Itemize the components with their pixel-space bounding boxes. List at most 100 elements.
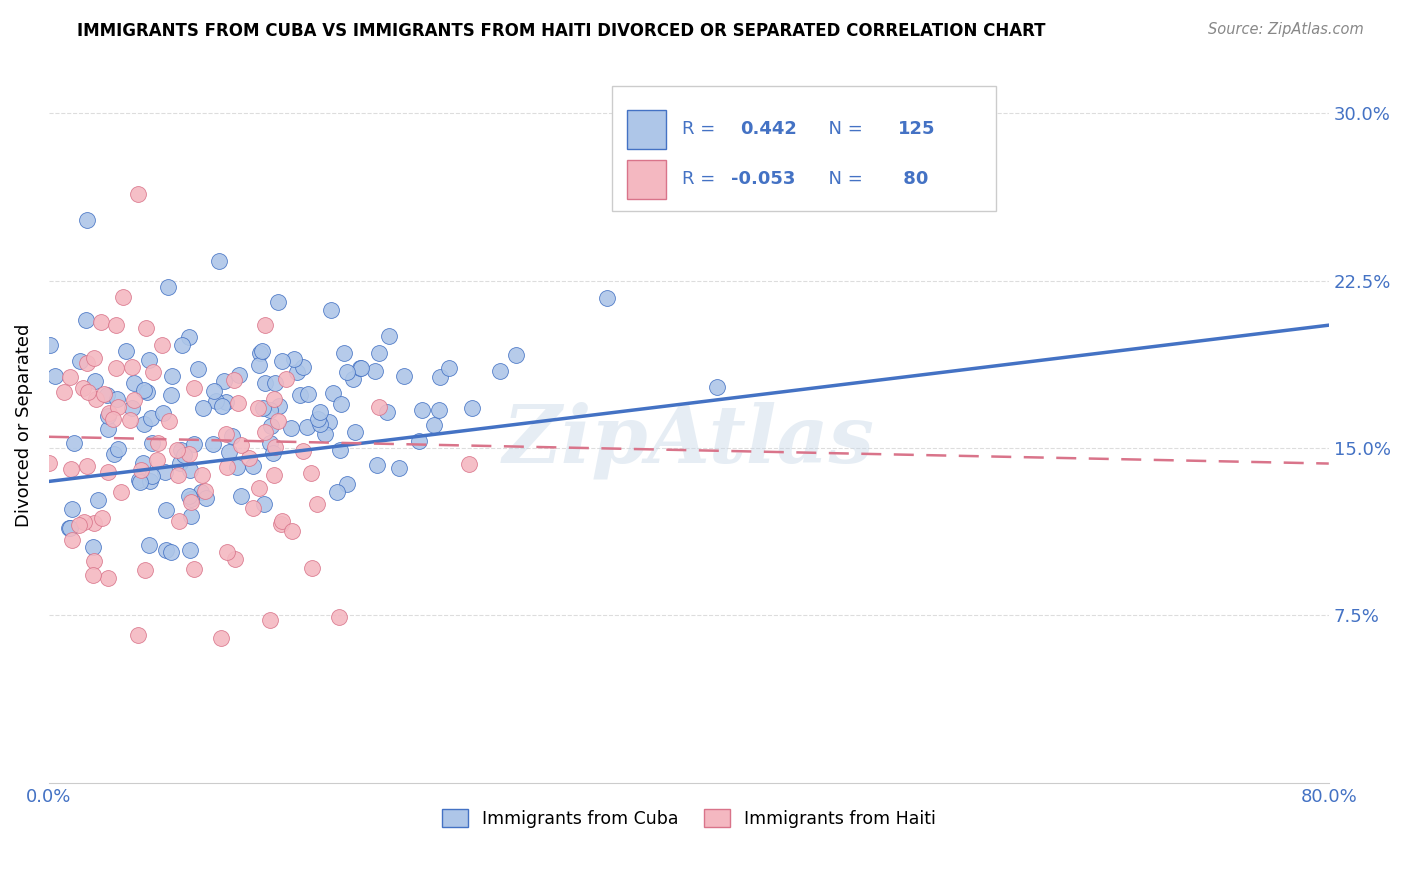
Text: N =: N =	[817, 170, 869, 188]
Point	[152, 406, 174, 420]
Point	[305, 497, 328, 511]
Point	[134, 563, 156, 577]
Point	[368, 346, 391, 360]
Point	[249, 346, 271, 360]
Point	[155, 503, 177, 517]
Point	[505, 348, 527, 362]
Point	[215, 426, 238, 441]
Point	[330, 397, 353, 411]
Point	[183, 381, 205, 395]
Point	[217, 460, 239, 475]
Point	[283, 351, 305, 366]
Point	[96, 388, 118, 402]
Point	[59, 462, 82, 476]
Point	[229, 489, 252, 503]
Point	[291, 443, 314, 458]
Point	[295, 420, 318, 434]
Point	[350, 360, 373, 375]
Point	[247, 359, 270, 373]
Point	[437, 361, 460, 376]
Point	[128, 473, 150, 487]
Point	[121, 360, 143, 375]
Point	[215, 545, 238, 559]
Point	[280, 421, 302, 435]
Point	[157, 414, 180, 428]
Point	[82, 568, 104, 582]
Point	[215, 395, 238, 409]
Point	[194, 491, 217, 505]
Point	[179, 463, 201, 477]
Point	[180, 494, 202, 508]
Point	[363, 364, 385, 378]
Text: 80: 80	[897, 170, 929, 188]
Point	[270, 517, 292, 532]
Point	[183, 437, 205, 451]
Point	[77, 384, 100, 399]
Point	[368, 400, 391, 414]
Point	[375, 404, 398, 418]
Point	[314, 426, 336, 441]
Point	[127, 187, 149, 202]
Point	[307, 412, 329, 426]
Point	[319, 302, 342, 317]
Point	[170, 443, 193, 458]
Point	[83, 554, 105, 568]
Point	[76, 212, 98, 227]
Point	[153, 465, 176, 479]
Point	[253, 376, 276, 391]
Point	[706, 380, 728, 394]
Point	[72, 381, 94, 395]
Point	[287, 366, 309, 380]
Point	[148, 436, 170, 450]
Point	[105, 318, 128, 332]
Text: IMMIGRANTS FROM CUBA VS IMMIGRANTS FROM HAITI DIVORCED OR SEPARATED CORRELATION : IMMIGRANTS FROM CUBA VS IMMIGRANTS FROM …	[77, 22, 1046, 40]
Point	[388, 461, 411, 475]
Point	[250, 343, 273, 358]
Point	[107, 442, 129, 457]
Point	[299, 466, 322, 480]
Text: 0.442: 0.442	[740, 120, 797, 138]
Point	[202, 437, 225, 451]
Point	[76, 459, 98, 474]
Point	[166, 442, 188, 457]
Point	[90, 511, 112, 525]
Point	[458, 457, 481, 471]
FancyBboxPatch shape	[627, 110, 666, 149]
Point	[259, 613, 281, 627]
Point	[173, 448, 195, 462]
Point	[225, 459, 247, 474]
Point	[160, 545, 183, 559]
Point	[209, 631, 232, 645]
Text: Source: ZipAtlas.com: Source: ZipAtlas.com	[1208, 22, 1364, 37]
Point	[253, 497, 276, 511]
Point	[167, 468, 190, 483]
Point	[267, 294, 290, 309]
Point	[97, 571, 120, 585]
Point	[112, 290, 135, 304]
Point	[180, 492, 202, 507]
Point	[38, 456, 60, 470]
Point	[247, 401, 270, 415]
Point	[83, 351, 105, 365]
Point	[139, 475, 162, 489]
Point	[429, 369, 451, 384]
Point	[83, 516, 105, 531]
Point	[97, 422, 120, 436]
Point	[226, 396, 249, 410]
Point	[267, 413, 290, 427]
Point	[271, 354, 294, 368]
Text: -0.053: -0.053	[731, 170, 796, 188]
Point	[263, 440, 285, 454]
Point	[179, 330, 201, 344]
Point	[73, 516, 96, 530]
Point	[157, 280, 180, 294]
Point	[228, 368, 250, 383]
Point	[392, 369, 415, 384]
Point	[253, 425, 276, 439]
Point	[146, 452, 169, 467]
Point	[129, 462, 152, 476]
Point	[132, 383, 155, 397]
Point	[44, 369, 66, 384]
Point	[127, 628, 149, 642]
Point	[263, 467, 285, 482]
